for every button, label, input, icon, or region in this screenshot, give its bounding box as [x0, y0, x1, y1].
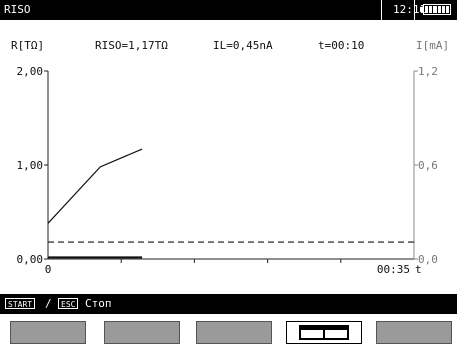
- riso-reading: RISO=1,17TΩ: [95, 39, 168, 52]
- softkey-2[interactable]: [104, 321, 180, 344]
- left-axis-unit: R[TΩ]: [11, 39, 45, 52]
- softkey-3[interactable]: [196, 321, 272, 344]
- status-bar: START / ESC Стоп: [0, 294, 457, 314]
- elapsed-time-reading: t=00:10: [318, 39, 365, 52]
- esc-key-icon: ESC: [58, 298, 79, 309]
- battery-tip: [420, 7, 423, 12]
- title-divider: [381, 0, 382, 20]
- leakage-current-reading: IL=0,45nA: [213, 39, 273, 52]
- battery-full-icon: [423, 4, 451, 15]
- screen-title: RISO: [4, 3, 31, 16]
- layout-icon: [299, 325, 349, 340]
- left-y-tick-label: 2,00: [17, 65, 44, 78]
- measurement-chart: 2,001,000,001,20,60,00 00:35 t: [17, 65, 438, 276]
- x-tick-label: 0: [45, 263, 52, 276]
- softkey-5[interactable]: [376, 321, 452, 344]
- x-tick-label: 00:35: [377, 263, 410, 276]
- softkey-row: [0, 318, 457, 344]
- softkey-layout[interactable]: [286, 321, 362, 344]
- right-y-tick-label: 1,2: [418, 65, 438, 78]
- x-axis-label: t: [415, 263, 422, 276]
- left-y-tick-label: 0,00: [17, 253, 44, 266]
- left-y-tick-label: 1,00: [17, 159, 44, 172]
- softkey-1[interactable]: [10, 321, 86, 344]
- stop-action-label: Стоп: [85, 297, 112, 310]
- right-y-tick-label: 0,0: [418, 253, 438, 266]
- resistance-series-line: [47, 148, 143, 224]
- title-divider: [414, 0, 415, 20]
- key-separator: /: [45, 297, 52, 310]
- right-y-tick-label: 0,6: [418, 159, 438, 172]
- right-axis-unit: I[mA]: [416, 39, 450, 52]
- title-bar: RISO 12:11: [0, 0, 457, 20]
- clock: 12:11: [393, 3, 427, 16]
- start-key-icon: START: [5, 298, 36, 309]
